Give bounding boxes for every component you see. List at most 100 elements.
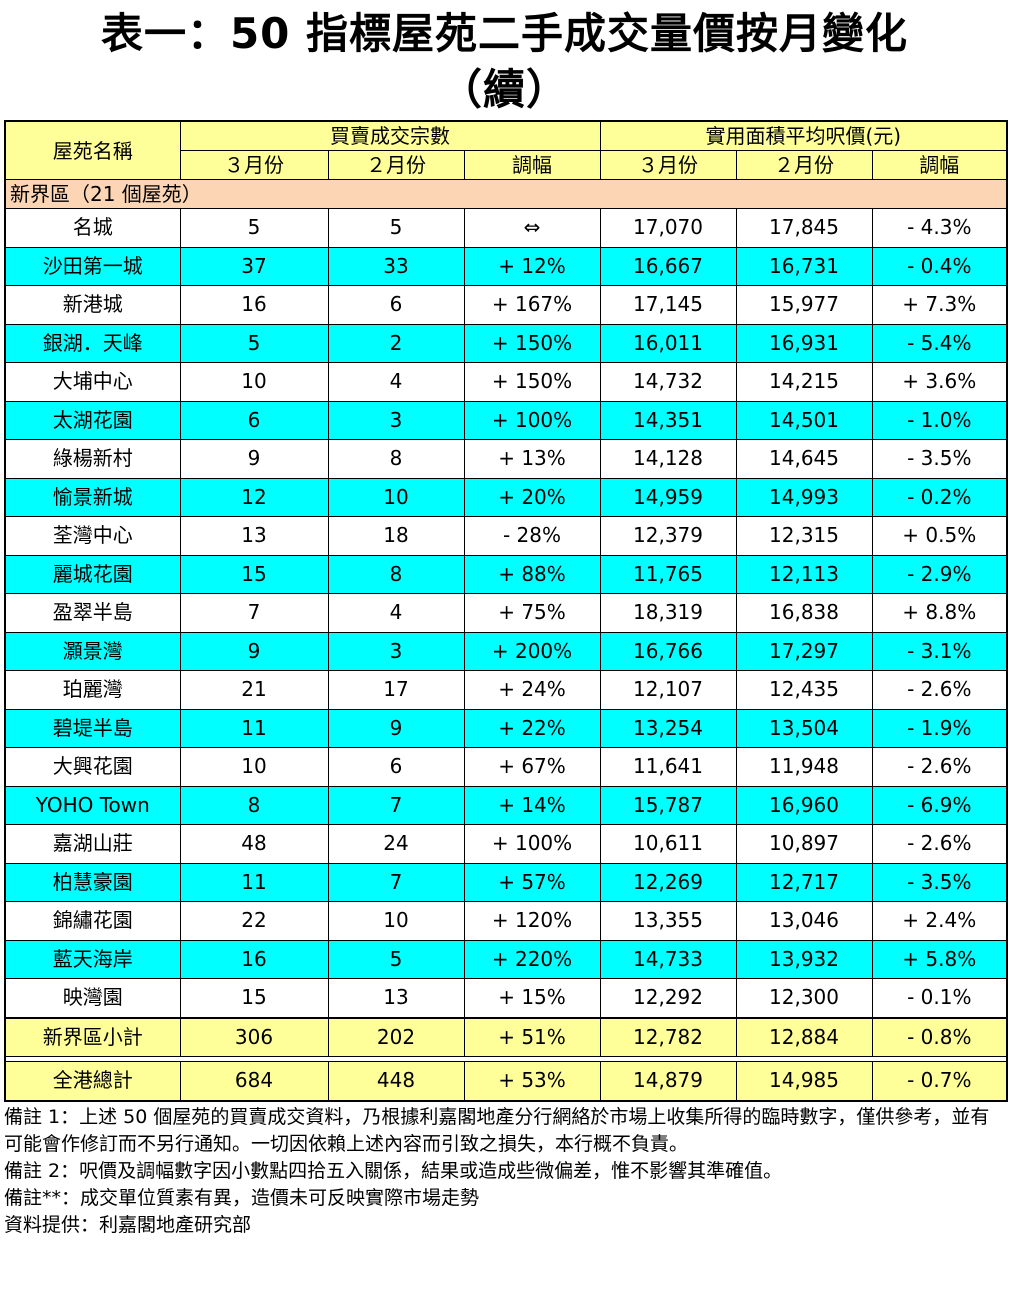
price-change: - 0.7% — [871, 1061, 1008, 1102]
volume-feb: 4 — [327, 362, 465, 402]
volume-change: ⇔ — [463, 208, 601, 248]
price-change: - 0.8% — [871, 1016, 1008, 1057]
volume-feb: 7 — [327, 785, 465, 825]
price-march: 18,319 — [599, 593, 737, 633]
volume-change: + 75% — [463, 593, 601, 633]
volume-march: 11 — [179, 862, 329, 902]
note-line: 資料提供：利嘉閣地產研究部 — [4, 1213, 252, 1236]
estate-name: 麗城花園 — [4, 554, 181, 594]
table-row: 柏慧豪園 11 7 + 57% 12,269 12,717- 3.5% — [4, 862, 1008, 902]
estate-name: 愉景新城 — [4, 477, 181, 517]
price-change: - 0.4% — [871, 246, 1008, 286]
volume-change: + 220% — [463, 939, 601, 979]
volume-feb: 7 — [327, 862, 465, 902]
volume-change: - 28% — [463, 516, 601, 556]
price-march: 12,782 — [599, 1016, 737, 1057]
volume-change: + 20% — [463, 477, 601, 517]
volume-feb: 17 — [327, 670, 465, 710]
data-table: 屋苑名稱 買賣成交宗數 實用面積平均呎價(元) ３月份 ２月份 調幅 ３月份 ２… — [4, 120, 1009, 1102]
price-change: + 7.3% — [871, 285, 1008, 325]
price-march: 14,128 — [599, 439, 737, 479]
volume-change: + 24% — [463, 670, 601, 710]
volume-change: + 167% — [463, 285, 601, 325]
estate-name: 藍天海岸 — [4, 939, 181, 979]
price-change: + 3.6% — [871, 362, 1008, 402]
price-feb: 15,977 — [735, 285, 873, 325]
price-march: 17,070 — [599, 208, 737, 248]
subtotal-row: 新界區小計 306 202 + 51% 12,782 12,884- 0.8% — [4, 1016, 1008, 1057]
price-change: - 0.2% — [871, 477, 1008, 517]
estate-name: 名城 — [4, 208, 181, 248]
volume-march: 13 — [179, 516, 329, 556]
price-change: - 2.6% — [871, 824, 1008, 864]
table-row: 荃灣中心 13 18- 28% 12,379 12,315 + 0.5% — [4, 516, 1008, 556]
table-row: 麗城花園 15 8 + 88% 11,765 12,113- 2.9% — [4, 554, 1008, 594]
header-price-change: 調幅 — [871, 150, 1008, 180]
price-feb: 12,884 — [735, 1016, 873, 1057]
notes-section: 備註 1：上述 50 個屋苑的買賣成交資料，乃根據利嘉閣地產分行網絡於市場上收集… — [4, 1104, 1004, 1239]
volume-change: + 150% — [463, 323, 601, 363]
price-feb: 13,046 — [735, 901, 873, 941]
price-change: - 3.5% — [871, 439, 1008, 479]
price-change: - 5.4% — [871, 323, 1008, 363]
price-march: 11,765 — [599, 554, 737, 594]
volume-feb: 33 — [327, 246, 465, 286]
estate-name: 珀麗灣 — [4, 670, 181, 710]
header-volume-group: 買賣成交宗數 — [179, 120, 601, 151]
price-march: 14,959 — [599, 477, 737, 517]
header-volume-march: ３月份 — [179, 150, 329, 180]
price-march: 12,107 — [599, 670, 737, 710]
price-march: 16,011 — [599, 323, 737, 363]
note-line: 備註 1：上述 50 個屋苑的買賣成交資料，乃根據利嘉閣地產分行網絡於市場上收集… — [4, 1105, 990, 1155]
price-march: 14,732 — [599, 362, 737, 402]
price-change: - 0.1% — [871, 978, 1008, 1018]
price-feb: 12,300 — [735, 978, 873, 1018]
volume-feb: 18 — [327, 516, 465, 556]
volume-march: 9 — [179, 439, 329, 479]
header-volume-change: 調幅 — [463, 150, 601, 180]
estate-name: 大興花園 — [4, 747, 181, 787]
price-march: 14,351 — [599, 400, 737, 440]
price-feb: 17,845 — [735, 208, 873, 248]
note-line: 備註**：成交單位質素有異，造價未可反映實際市場走勢 — [4, 1186, 480, 1209]
volume-feb: 13 — [327, 978, 465, 1018]
volume-march: 15 — [179, 554, 329, 594]
volume-change: + 53% — [463, 1061, 601, 1102]
table-row: 太湖花園 6 3 + 100% 14,351 14,501- 1.0% — [4, 400, 1008, 440]
price-march: 13,254 — [599, 708, 737, 748]
volume-feb: 5 — [327, 208, 465, 248]
price-feb: 14,993 — [735, 477, 873, 517]
price-march: 17,145 — [599, 285, 737, 325]
volume-march: 7 — [179, 593, 329, 633]
volume-feb: 24 — [327, 824, 465, 864]
volume-change: + 57% — [463, 862, 601, 902]
volume-march: 6 — [179, 400, 329, 440]
volume-change: + 100% — [463, 824, 601, 864]
volume-change: + 51% — [463, 1016, 601, 1057]
price-feb: 16,931 — [735, 323, 873, 363]
table-row: 珀麗灣 21 17 + 24% 12,107 12,435- 2.6% — [4, 670, 1008, 710]
volume-march: 8 — [179, 785, 329, 825]
price-change: + 2.4% — [871, 901, 1008, 941]
table-row: 綠楊新村 9 8 + 13% 14,128 14,645- 3.5% — [4, 439, 1008, 479]
volume-feb: 6 — [327, 285, 465, 325]
estate-name: 嘉湖山莊 — [4, 824, 181, 864]
volume-march: 21 — [179, 670, 329, 710]
volume-march: 9 — [179, 631, 329, 671]
estate-name: 荃灣中心 — [4, 516, 181, 556]
price-feb: 12,315 — [735, 516, 873, 556]
price-feb: 10,897 — [735, 824, 873, 864]
estate-name: 柏慧豪園 — [4, 862, 181, 902]
estate-name: 碧堤半島 — [4, 708, 181, 748]
volume-change: + 120% — [463, 901, 601, 941]
price-march: 12,379 — [599, 516, 737, 556]
volume-march: 10 — [179, 747, 329, 787]
volume-feb: 202 — [327, 1016, 465, 1057]
total-row: 全港總計 684 448 + 53% 14,879 14,985- 0.7% — [4, 1061, 1008, 1102]
estate-name: 沙田第一城 — [4, 246, 181, 286]
price-march: 15,787 — [599, 785, 737, 825]
volume-change: + 100% — [463, 400, 601, 440]
table-row: 灝景灣 9 3 + 200% 16,766 17,297- 3.1% — [4, 631, 1008, 671]
header-volume-feb: ２月份 — [327, 150, 465, 180]
volume-march: 48 — [179, 824, 329, 864]
